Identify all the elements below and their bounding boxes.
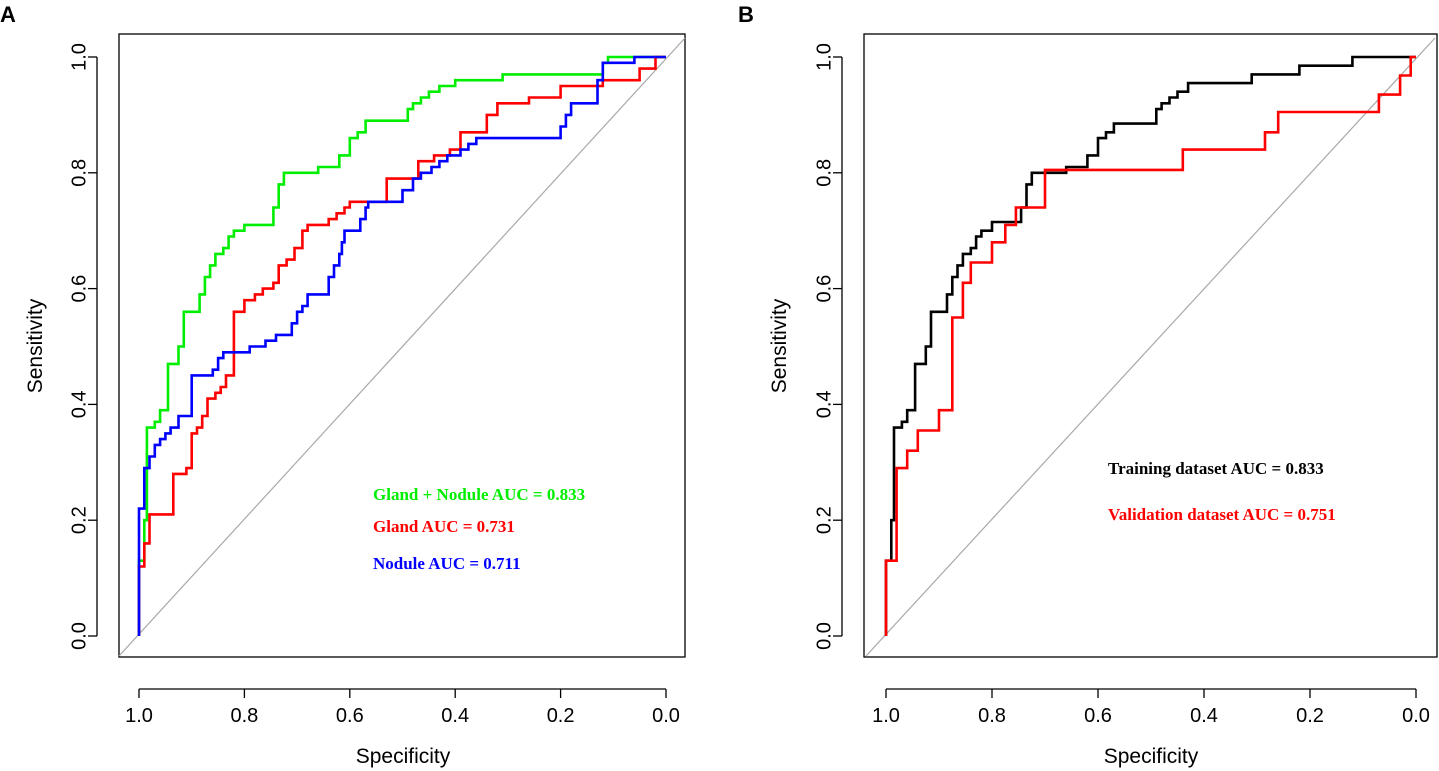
x-tick-label: 0.6 bbox=[336, 705, 364, 727]
x-tick-label: 0.8 bbox=[978, 705, 1006, 727]
panel-b-legend-training: Training dataset AUC = 0.833 bbox=[1108, 459, 1324, 478]
panel-b-series bbox=[884, 55, 1416, 636]
x-tick-label: 1.0 bbox=[872, 705, 900, 727]
panel-b-label: B bbox=[738, 2, 754, 27]
y-tick-label: 0.2 bbox=[68, 506, 90, 534]
panel-a-legend-gland-nodule: Gland + Nodule AUC = 0.833 bbox=[373, 485, 585, 504]
panel-a-label: A bbox=[0, 2, 16, 27]
x-tick-label: 0.6 bbox=[1084, 705, 1112, 727]
roc-curve-series-1 bbox=[884, 55, 1416, 636]
panel-a-series bbox=[137, 55, 666, 636]
x-tick-label: 0.0 bbox=[1402, 705, 1430, 727]
panel-b-y-title: Sensitivity bbox=[768, 298, 791, 393]
roc-curve-series-0 bbox=[137, 55, 666, 636]
y-tick-label: 0.6 bbox=[68, 275, 90, 303]
panel-a-x-title: Specificity bbox=[356, 745, 451, 768]
panel-b-legend: Training dataset AUC = 0.833 Validation … bbox=[1108, 459, 1336, 524]
panel-b-plot-frame bbox=[863, 33, 1438, 658]
x-tick-label: 0.8 bbox=[230, 705, 258, 727]
panel-b-legend-validation: Validation dataset AUC = 0.751 bbox=[1108, 505, 1336, 524]
y-tick-label: 0.0 bbox=[813, 622, 835, 650]
y-tick-label: 0.6 bbox=[813, 275, 835, 303]
y-tick-label: 0.8 bbox=[813, 159, 835, 187]
y-tick-label: 0.0 bbox=[68, 622, 90, 650]
roc-curve-series-1 bbox=[137, 55, 666, 636]
panel-b-x-title: Specificity bbox=[1104, 745, 1199, 768]
y-tick-label: 0.8 bbox=[68, 159, 90, 187]
panel-a-x-axis: 1.0 0.8 0.6 0.4 0.2 0.0 bbox=[125, 688, 680, 727]
x-tick-label: 0.4 bbox=[1190, 705, 1218, 727]
panel-a-plot-frame bbox=[118, 33, 686, 658]
panel-a-legend-gland: Gland AUC = 0.731 bbox=[373, 517, 515, 536]
panel-a-reference-diagonal bbox=[118, 37, 686, 657]
panel-b: B 1.0 0.8 0.6 0.4 0.2 0.0 0.00.20.40.60.81.0 … bbox=[738, 2, 1438, 768]
roc-curve-series-0 bbox=[884, 55, 1416, 636]
y-tick-label: 1.0 bbox=[813, 43, 835, 71]
panel-a: A 1.0 0.8 0.6 0.4 0.2 0.0 0.00.20.40.60.81.0 … bbox=[0, 2, 686, 768]
x-tick-label: 1.0 bbox=[125, 705, 153, 727]
y-tick-label: 0.2 bbox=[813, 506, 835, 534]
x-tick-label: 0.2 bbox=[547, 705, 575, 727]
panel-a-legend-nodule: Nodule AUC = 0.711 bbox=[373, 554, 521, 573]
panel-a-y-axis: 0.0 0.2 0.4 0.6 0.8 1.0 bbox=[68, 43, 98, 650]
panel-b-reference-diagonal bbox=[865, 37, 1436, 657]
y-tick-label: 0.4 bbox=[68, 390, 90, 418]
panel-b-y-axis: 0.0 0.2 0.4 0.6 0.8 1.0 bbox=[813, 43, 843, 650]
panel-b-x-axis: 1.0 0.8 0.6 0.4 0.2 0.0 bbox=[872, 688, 1430, 727]
roc-curve-series-2 bbox=[137, 55, 666, 636]
x-tick-label: 0.4 bbox=[441, 705, 469, 727]
panel-a-y-title: Sensitivity bbox=[24, 298, 47, 393]
x-tick-label: 0.2 bbox=[1296, 705, 1324, 727]
panel-a-legend: Gland + Nodule AUC = 0.833 Gland AUC = 0… bbox=[373, 485, 585, 573]
y-tick-label: 1.0 bbox=[68, 43, 90, 71]
x-tick-label: 0.0 bbox=[652, 705, 680, 727]
y-tick-label: 0.4 bbox=[813, 390, 835, 418]
